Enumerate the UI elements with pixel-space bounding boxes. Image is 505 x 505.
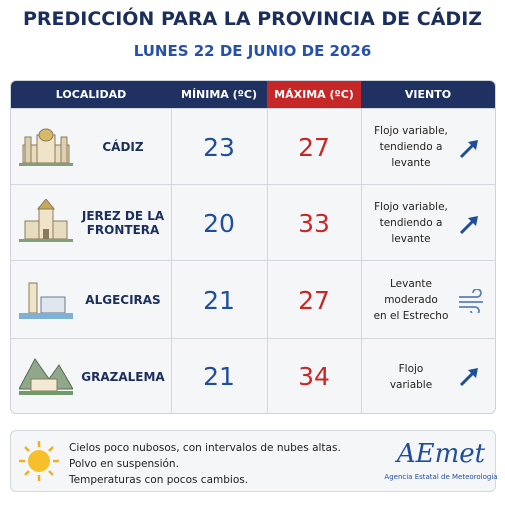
wind-line: en el Estrecho — [373, 310, 449, 322]
wind-icon — [459, 289, 483, 313]
column-header: MÍNIMA (ºC) — [171, 81, 267, 108]
locality: JEREZ DE LA FRONTERA — [81, 209, 165, 237]
wind-arrow — [459, 368, 478, 387]
wind-line: Flojo — [398, 362, 424, 375]
row: JEREZ DE LA FRONTERA 20 33 Flojo variabl… — [11, 184, 495, 261]
divider — [171, 108, 172, 413]
row: GRAZALEMA 21 34 Flojo variable — [11, 338, 495, 413]
note: Cielos poco nubosos, con intervalos de n… — [69, 442, 341, 454]
wind-line: Levante moderado — [384, 278, 438, 306]
note: Polvo en suspensión. — [69, 458, 179, 470]
locality: ALGECIRAS — [85, 293, 161, 307]
max-temp: 33 — [298, 208, 330, 238]
wind-arrow — [459, 140, 478, 159]
city-icon — [19, 358, 73, 395]
wind: Flojo variable, tendiendo a levante — [363, 109, 459, 185]
column-header: LOCALIDAD — [11, 81, 171, 108]
min-temp: 20 — [203, 208, 235, 238]
divider — [361, 108, 362, 413]
min-temp: 21 — [203, 362, 235, 391]
column-header: MÁXIMA (ºC) — [267, 81, 361, 108]
forecast-table: LOCALIDAD MÍNIMA (ºC) MÁXIMA (ºC) VIENTO… — [10, 80, 496, 414]
max-temp: 34 — [298, 362, 330, 391]
city-icon — [19, 282, 73, 319]
wind-line: Flojo variable, — [374, 201, 448, 213]
city-icon — [19, 128, 73, 166]
footer: Cielos poco nubosos, con intervalos de n… — [10, 430, 498, 492]
min-temp: 21 — [203, 285, 235, 315]
note: Temperaturas con pocos cambios. — [69, 474, 249, 486]
wind-arrow — [459, 216, 478, 235]
max-temp: 27 — [298, 132, 330, 162]
row: ALGECIRAS 21 27 Levante moderado en el Es… — [11, 260, 495, 339]
wind-line: tendiendo a — [379, 141, 443, 153]
locality: GRAZALEMA — [81, 369, 165, 384]
column-header: VIENTO — [361, 81, 495, 108]
wind-line: variable — [389, 378, 433, 391]
wind-line: levante — [391, 233, 431, 245]
wind: Flojo variable, tendiendo a levante — [363, 185, 459, 261]
max-temp: 27 — [298, 285, 330, 315]
row: CÁDIZ 23 27 Flojo variable, tendiendo a le… — [11, 108, 495, 185]
sun-icon — [19, 441, 59, 481]
locality: CÁDIZ — [102, 140, 144, 154]
divider — [267, 108, 268, 413]
city-icon — [19, 199, 73, 242]
subtitle: LUNES 22 DE JUNIO DE 2026 — [133, 42, 372, 60]
agency-name: Agencia Estatal de Meteorología — [384, 473, 498, 481]
wind-line: levante — [391, 157, 431, 169]
wind-line: Flojo variable, — [374, 125, 448, 137]
title: PREDICCIÓN PARA LA PROVINCIA DE CÁDIZ — [22, 8, 483, 30]
notes: Cielos poco nubosos, con intervalos de n… — [69, 440, 341, 488]
logo: AEmet — [396, 439, 486, 469]
min-temp: 23 — [203, 132, 235, 162]
wind-line: tendiendo a — [379, 217, 443, 229]
wind: Flojo variable — [363, 339, 459, 413]
wind: Levante moderado en el Estrecho — [363, 261, 459, 339]
